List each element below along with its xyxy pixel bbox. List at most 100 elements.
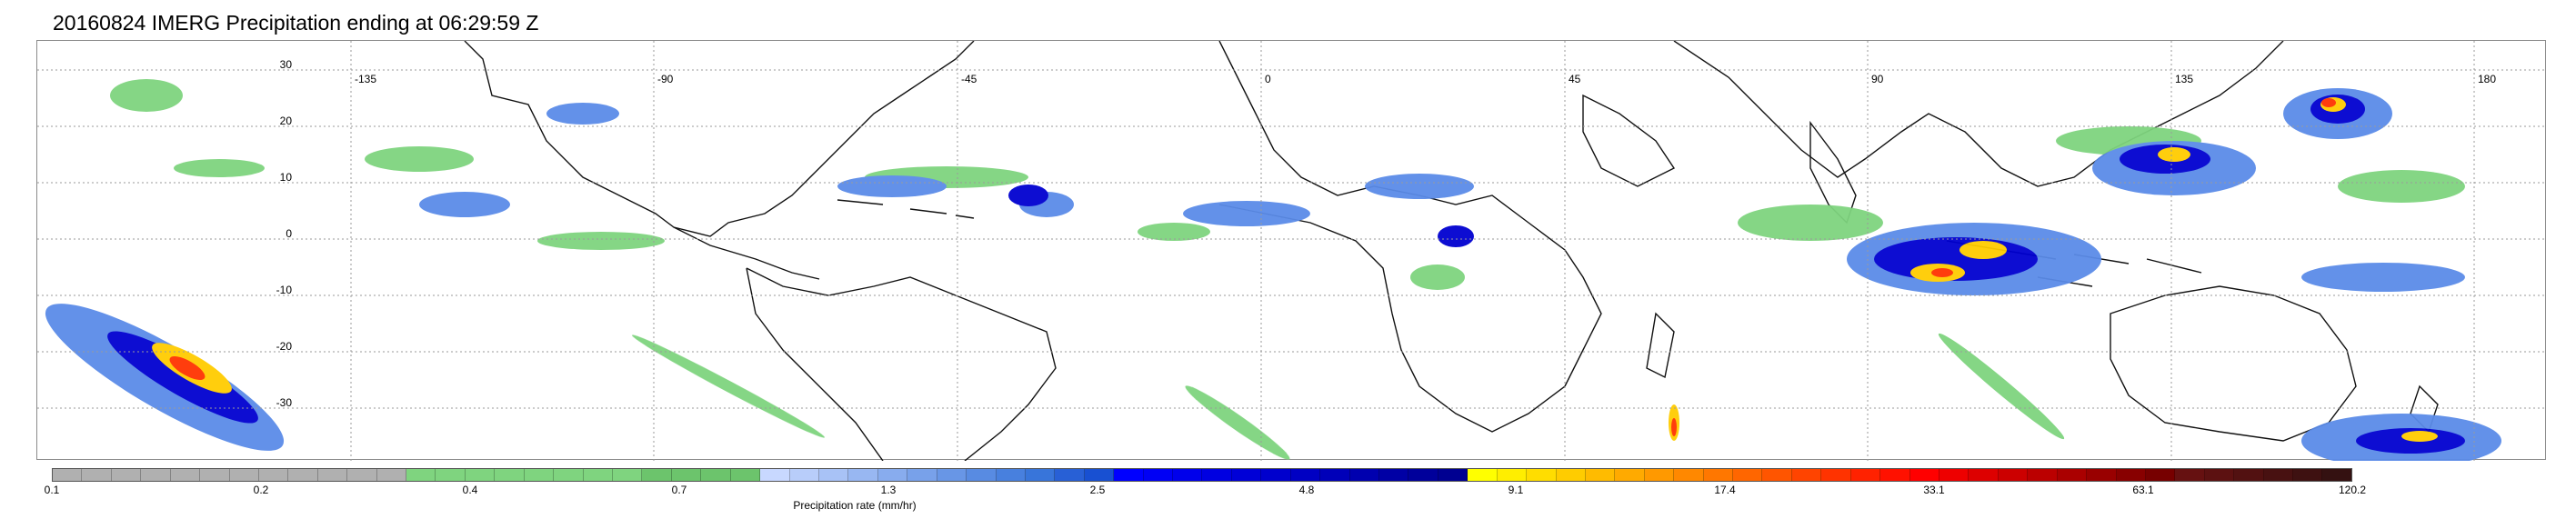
map-title: 20160824 IMERG Precipitation ending at 0… xyxy=(53,11,539,35)
north-america-coast xyxy=(464,41,975,237)
colorbar-swatch xyxy=(2175,469,2205,481)
colorbar-swatch xyxy=(1408,469,1438,481)
colorbar-swatch xyxy=(818,469,849,481)
colorbar-swatch xyxy=(1762,469,1792,481)
colorbar-swatch xyxy=(2087,469,2117,481)
colorbar-swatch xyxy=(200,469,230,481)
colorbar-swatch xyxy=(1733,469,1763,481)
colorbar-swatch xyxy=(1850,469,1881,481)
colorbar-tick-label: 2.5 xyxy=(1089,484,1106,496)
colorbar-tick-label: 1.3 xyxy=(880,484,897,496)
colorbar-swatch xyxy=(1497,469,1528,481)
colorbar-swatch xyxy=(1527,469,1557,481)
colorbar-swatch xyxy=(1909,469,1940,481)
colorbar-swatch xyxy=(996,469,1026,481)
longitude-labels: -135 -90 -45 0 45 90 135 180 xyxy=(355,73,2496,85)
colorbar-swatch xyxy=(170,469,201,481)
colorbar-swatch xyxy=(2028,469,2058,481)
precipitation-map: 30 20 10 0 -10 -20 -30 -135 -90 -45 0 45 90 135 180 xyxy=(36,40,2547,461)
colorbar-tick-label: 33.1 xyxy=(1923,484,1945,496)
latitude-label: 10 xyxy=(280,171,293,184)
longitude-label: -135 xyxy=(355,73,376,85)
colorbar-swatch xyxy=(2204,469,2235,481)
australia-coast xyxy=(2110,285,2357,442)
colorbar-swatch xyxy=(789,469,819,481)
graticule xyxy=(37,41,2547,461)
colorbar-swatch xyxy=(1231,469,1262,481)
colorbar-swatch xyxy=(229,469,259,481)
colorbar-swatch xyxy=(1025,469,1056,481)
colorbar-swatch xyxy=(1940,469,1970,481)
arabian-peninsula xyxy=(1582,94,1676,187)
colorbar-swatch xyxy=(1791,469,1822,481)
colorbar-swatch xyxy=(554,469,584,481)
colorbar-swatch xyxy=(1468,469,1498,481)
latitude-label: 0 xyxy=(286,227,292,240)
colorbar-swatch xyxy=(1585,469,1616,481)
colorbar-swatch xyxy=(1998,469,2029,481)
colorbar-swatch xyxy=(967,469,997,481)
latitude-label: -20 xyxy=(276,340,293,353)
asia-coast xyxy=(1673,41,2284,187)
colorbar-swatch xyxy=(1821,469,1851,481)
caribbean-islands xyxy=(837,199,975,219)
latitude-label: -10 xyxy=(276,284,293,296)
colorbar-swatch xyxy=(1114,469,1144,481)
latitude-labels: 30 20 10 0 -10 -20 -30 xyxy=(276,58,293,409)
colorbar-swatch xyxy=(1615,469,1645,481)
colorbar-swatch xyxy=(1084,469,1115,481)
latitude-label: 30 xyxy=(280,58,293,71)
longitude-label: -45 xyxy=(961,73,977,85)
colorbar-swatch xyxy=(2057,469,2088,481)
colorbar-swatch xyxy=(258,469,289,481)
colorbar-swatch xyxy=(613,469,643,481)
colorbar-tick-label: 9.1 xyxy=(1508,484,1524,496)
colorbar xyxy=(52,468,2352,482)
colorbar-tick-label: 0.1 xyxy=(44,484,60,496)
colorbar-swatch xyxy=(760,469,790,481)
colorbar-swatch xyxy=(436,469,466,481)
colorbar-swatch xyxy=(2234,469,2264,481)
longitude-label: 135 xyxy=(2175,73,2193,85)
colorbar-swatch xyxy=(671,469,702,481)
colorbar-swatch xyxy=(1349,469,1379,481)
colorbar-swatch xyxy=(111,469,142,481)
colorbar-swatch xyxy=(2116,469,2146,481)
map-canvas: 30 20 10 0 -10 -20 -30 -135 -90 -45 0 45 90 135 180 xyxy=(37,41,2547,461)
colorbar-swatch xyxy=(1202,469,1232,481)
madagascar xyxy=(1646,312,1675,379)
colorbar-swatch xyxy=(141,469,171,481)
south-america-coast xyxy=(746,267,1057,461)
colorbar-swatch xyxy=(376,469,407,481)
colorbar-tick-label: 4.8 xyxy=(1298,484,1315,496)
colorbar-swatch xyxy=(1703,469,1734,481)
colorbar-swatch xyxy=(406,469,436,481)
longitude-label: 0 xyxy=(1265,73,1271,85)
colorbar-swatch xyxy=(1143,469,1174,481)
colorbar-tick-label: 0.4 xyxy=(462,484,478,496)
colorbar-swatch xyxy=(2145,469,2176,481)
colorbar-label: Precipitation rate (mm/hr) xyxy=(793,499,917,512)
africa-coast xyxy=(1218,41,1602,433)
colorbar-swatch xyxy=(317,469,348,481)
colorbar-swatch xyxy=(701,469,731,481)
colorbar-swatch xyxy=(1290,469,1321,481)
colorbar-swatch xyxy=(642,469,672,481)
colorbar-swatch xyxy=(1261,469,1291,481)
colorbar-swatch xyxy=(347,469,377,481)
colorbar-swatch xyxy=(53,469,83,481)
colorbar-tick-label: 120.2 xyxy=(2338,484,2367,496)
colorbar-swatch xyxy=(2293,469,2323,481)
longitude-label: 45 xyxy=(1569,73,1581,85)
colorbar-swatch xyxy=(82,469,112,481)
colorbar-swatch xyxy=(1378,469,1409,481)
colorbar-swatch xyxy=(1173,469,1203,481)
latitude-label: -30 xyxy=(276,396,293,409)
colorbar-swatch xyxy=(907,469,937,481)
colorbar-tick-label: 63.1 xyxy=(2132,484,2154,496)
colorbar-swatch xyxy=(1556,469,1586,481)
longitude-label: -90 xyxy=(657,73,674,85)
longitude-label: 90 xyxy=(1871,73,1884,85)
latitude-label: 20 xyxy=(280,115,293,127)
colorbar-swatch xyxy=(1320,469,1350,481)
